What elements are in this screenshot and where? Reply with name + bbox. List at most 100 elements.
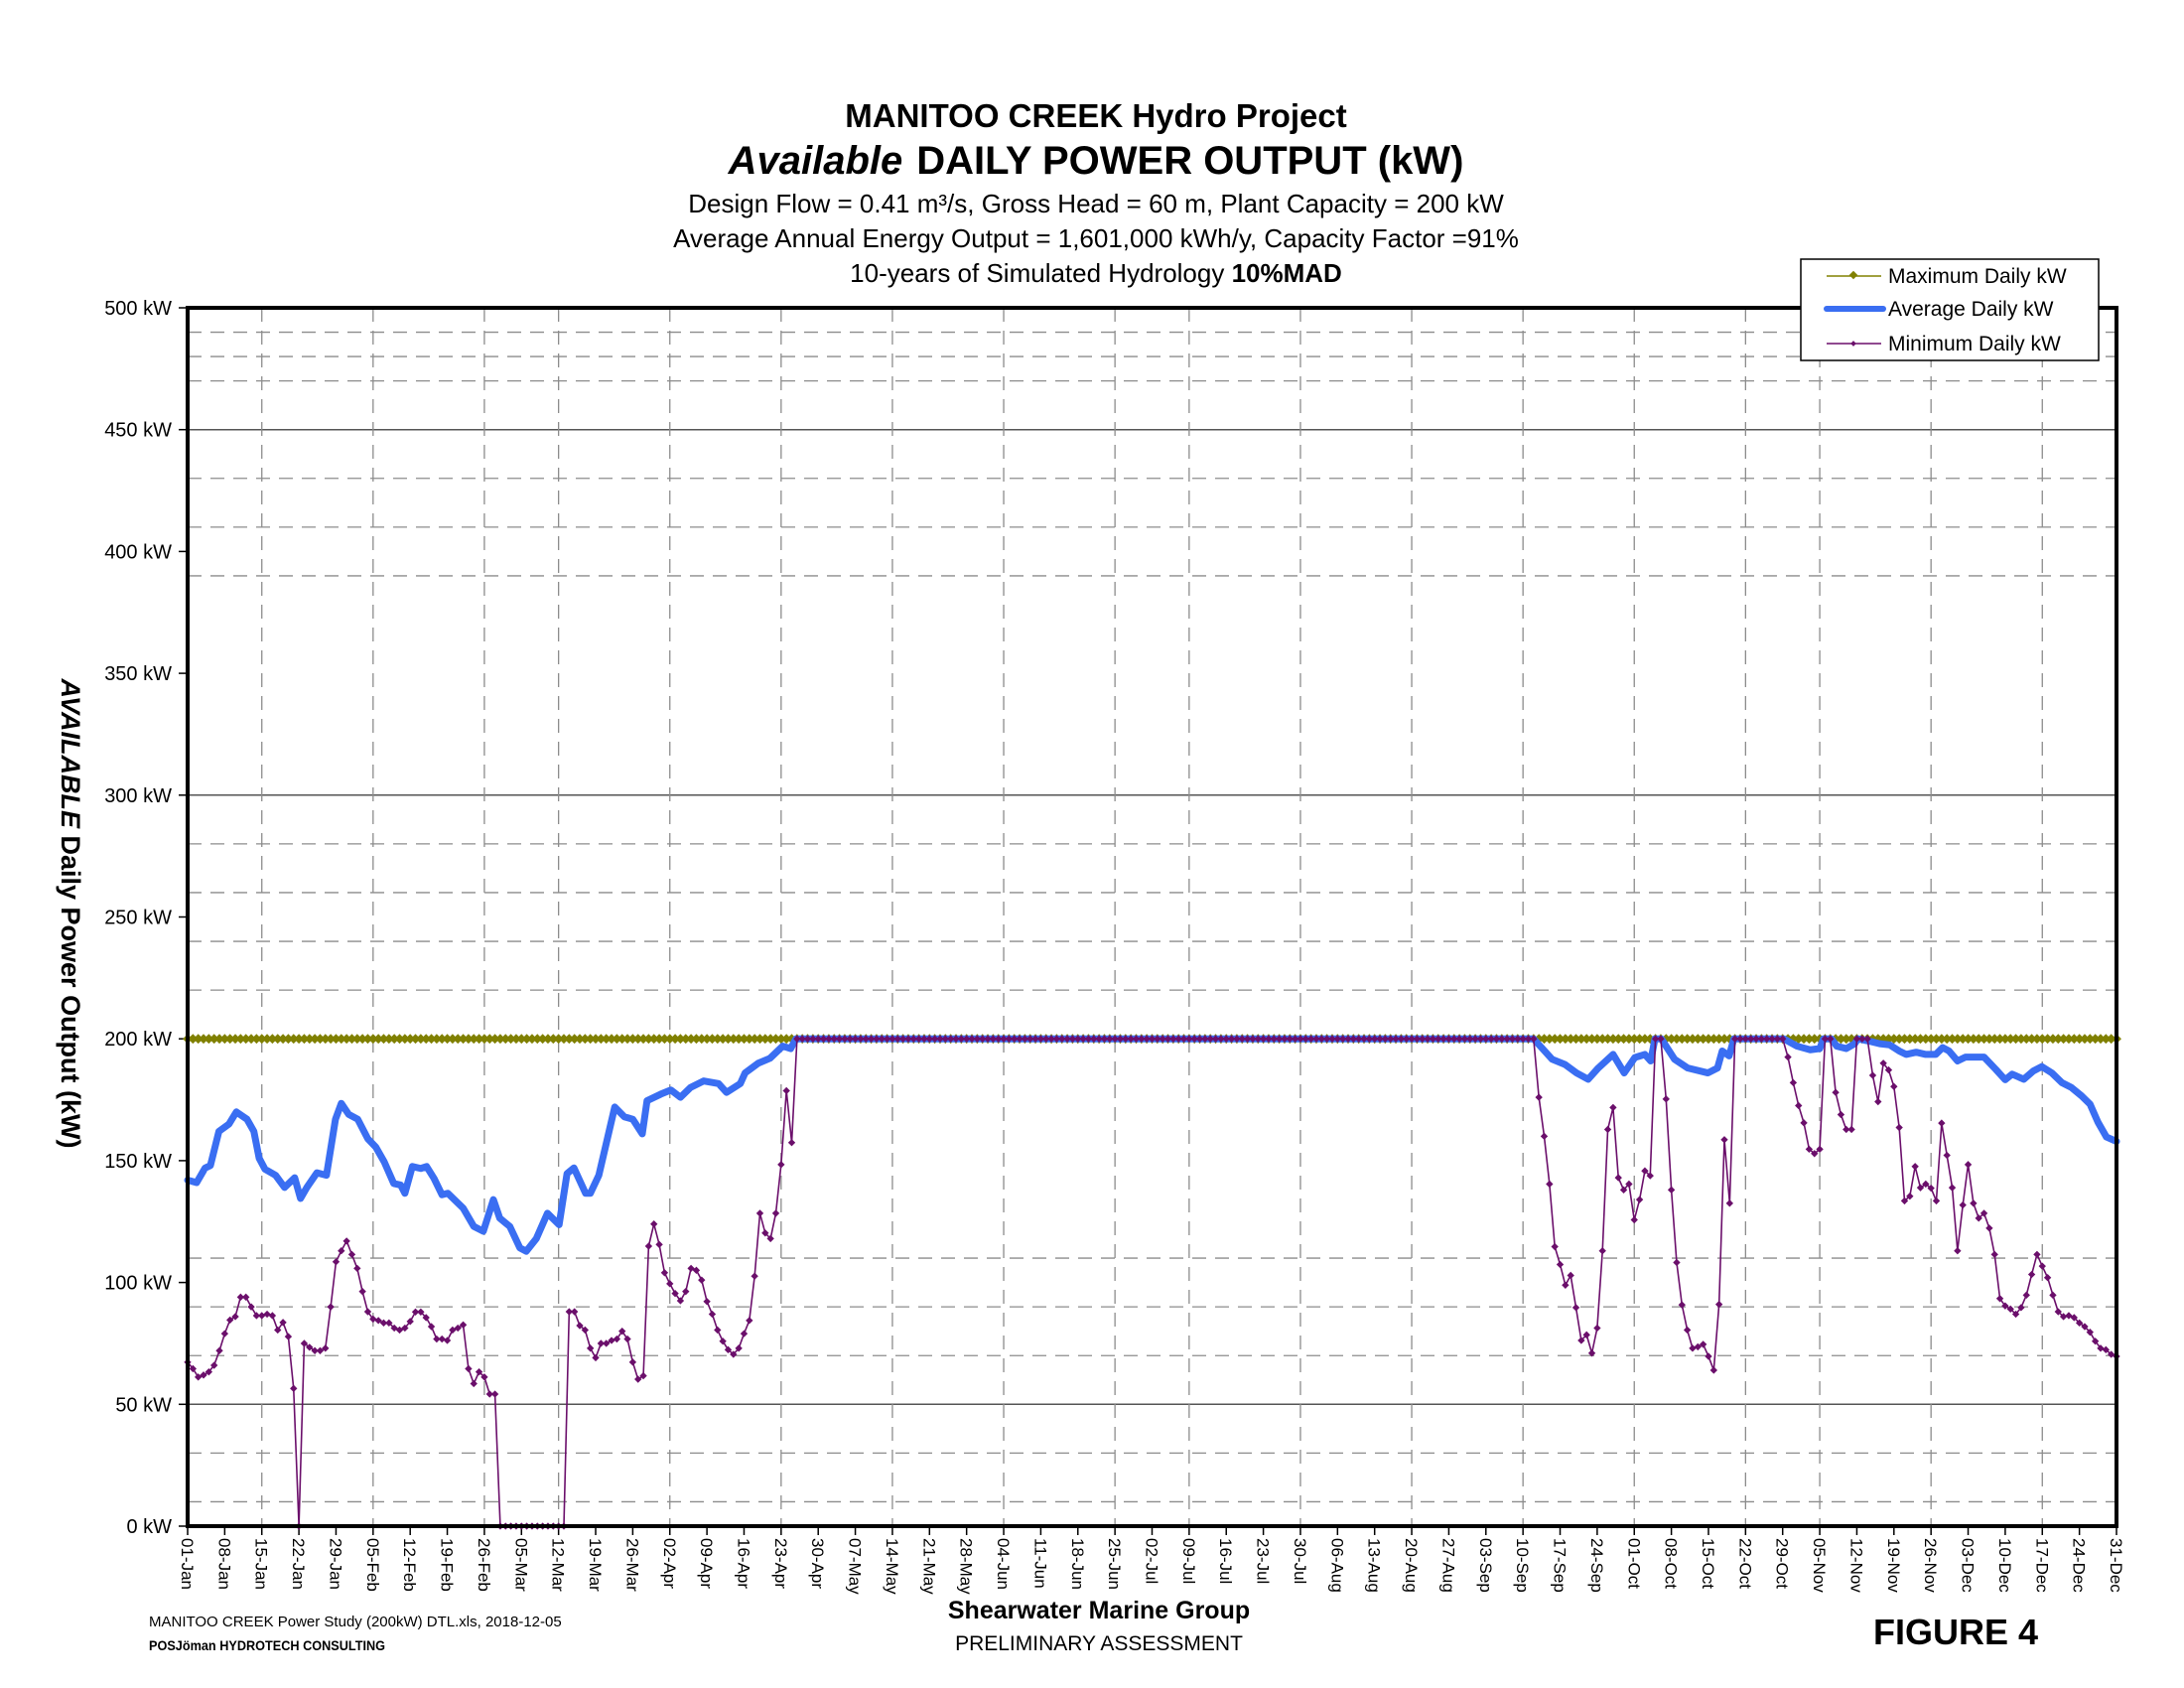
hydrology-info-line: 10-years of Simulated Hydrology 10%MAD: [850, 258, 1342, 288]
minimum-point: [1127, 1035, 1135, 1043]
minimum-point: [920, 1035, 928, 1043]
x-tick-label: 10-Sep: [1513, 1538, 1532, 1593]
maximum-point: [1639, 1034, 1650, 1045]
maximum-point: [696, 1034, 707, 1045]
minimum-point: [1042, 1035, 1050, 1043]
maximum-point: [654, 1034, 665, 1045]
minimum-point: [2054, 1308, 2062, 1316]
y-axis-label-italic: AVAILABLE: [56, 677, 85, 828]
minimum-point: [353, 1264, 361, 1273]
maximum-point: [754, 1034, 765, 1045]
minimum-point: [692, 1266, 701, 1275]
maximum-point: [326, 1034, 337, 1045]
minimum-point: [438, 1335, 446, 1343]
minimum-point: [1582, 1331, 1590, 1339]
minimum-point: [1387, 1035, 1395, 1043]
chart-title: MANITOO CREEK Hydro Project: [845, 97, 1346, 134]
maximum-point: [2096, 1034, 2106, 1045]
minimum-point: [1122, 1035, 1130, 1043]
minimum-point: [417, 1308, 425, 1316]
minimum-point: [242, 1293, 250, 1302]
minimum-point: [766, 1234, 774, 1243]
minimum-point: [1546, 1180, 1554, 1189]
maximum-point: [1623, 1034, 1634, 1045]
x-tick-label: 17-Dec: [2032, 1538, 2051, 1593]
minimum-point: [1466, 1035, 1474, 1043]
minimum-point: [1714, 1301, 1723, 1309]
minimum-point: [1068, 1035, 1077, 1043]
maximum-point: [643, 1034, 654, 1045]
maximum-point: [272, 1034, 283, 1045]
legend-marker-maximum: [1848, 270, 1858, 280]
x-tick-label: 13-Aug: [1365, 1538, 1384, 1593]
minimum-point: [1455, 1035, 1463, 1043]
minimum-point: [327, 1303, 335, 1311]
maximum-point: [659, 1034, 670, 1045]
minimum-point: [1699, 1340, 1707, 1348]
maximum-point: [1936, 1034, 1947, 1045]
x-tick-label: 02-Jul: [1143, 1538, 1161, 1584]
minimum-point: [2017, 1304, 2025, 1312]
maximum-point: [1688, 1034, 1698, 1045]
minimum-point: [1291, 1035, 1299, 1043]
minimum-point: [2001, 1302, 2009, 1310]
minimum-point: [1217, 1035, 1225, 1043]
x-tick-label: 26-Feb: [475, 1538, 493, 1592]
minimum-point: [1254, 1035, 1262, 1043]
maximum-point: [2069, 1034, 2080, 1045]
legend: Maximum Daily kW Average Daily kW Minimu…: [1800, 258, 2100, 361]
minimum-point: [1492, 1035, 1501, 1043]
x-tick-label: 12-Nov: [1846, 1538, 1865, 1593]
maximum-point: [1799, 1034, 1810, 1045]
minimum-point: [628, 1358, 637, 1366]
x-tick-label: 19-Nov: [1884, 1538, 1903, 1593]
minimum-point: [1932, 1196, 1941, 1205]
y-tick-label: 500 kW: [104, 298, 172, 320]
minimum-point: [1970, 1199, 1978, 1207]
maximum-point: [1809, 1034, 1820, 1045]
minimum-point: [1371, 1035, 1379, 1043]
x-tick-label: 26-Mar: [622, 1538, 641, 1592]
minimum-point: [1863, 1035, 1871, 1043]
minimum-point: [676, 1297, 685, 1305]
maximum-point: [357, 1034, 368, 1045]
maximum-point: [1560, 1034, 1570, 1045]
minimum-point: [1413, 1035, 1422, 1043]
maximum-point: [569, 1034, 580, 1045]
x-tick-label: 30-Apr: [808, 1538, 827, 1589]
minimum-point: [735, 1344, 743, 1352]
legend-label-maximum: Maximum Daily kW: [1888, 265, 2067, 288]
minimum-point: [708, 1310, 717, 1319]
minimum-point: [1985, 1224, 1993, 1232]
minimum-point: [1667, 1186, 1676, 1195]
minimum-point: [1249, 1035, 1257, 1043]
maximum-point: [553, 1034, 564, 1045]
minimum-point: [2011, 1310, 2020, 1319]
minimum-point: [1514, 1035, 1522, 1043]
minimum-point: [290, 1384, 298, 1393]
minimum-point: [1837, 1110, 1845, 1119]
x-tick-label: 02-Apr: [660, 1538, 679, 1589]
minimum-point: [1979, 1209, 1988, 1217]
maximum-point: [2037, 1034, 2048, 1045]
x-axis: 01-Jan 08-Jan 15-Jan 22-Jan 29-Jan 05-Feb 12-F…: [178, 1526, 2125, 1595]
maximum-point: [1634, 1034, 1645, 1045]
minimum-point: [1286, 1035, 1294, 1043]
maximum-point: [367, 1034, 378, 1045]
x-tick-label: 06-Aug: [1327, 1538, 1346, 1593]
minimum-point: [1111, 1035, 1119, 1043]
minimum-point: [698, 1276, 706, 1284]
maximum-point: [505, 1034, 516, 1045]
maximum-point: [543, 1034, 553, 1045]
maximum-point: [723, 1034, 734, 1045]
minimum-point: [1879, 1059, 1887, 1067]
minimum-point: [1275, 1035, 1284, 1043]
minimum-point: [751, 1272, 758, 1280]
maximum-point: [489, 1034, 500, 1045]
minimum-point: [1174, 1035, 1182, 1043]
minimum-point: [2049, 1291, 2057, 1300]
maximum-point: [235, 1034, 246, 1045]
x-tick-label: 12-Mar: [549, 1538, 568, 1592]
minimum-point: [1683, 1326, 1692, 1335]
maximum-point: [208, 1034, 219, 1045]
